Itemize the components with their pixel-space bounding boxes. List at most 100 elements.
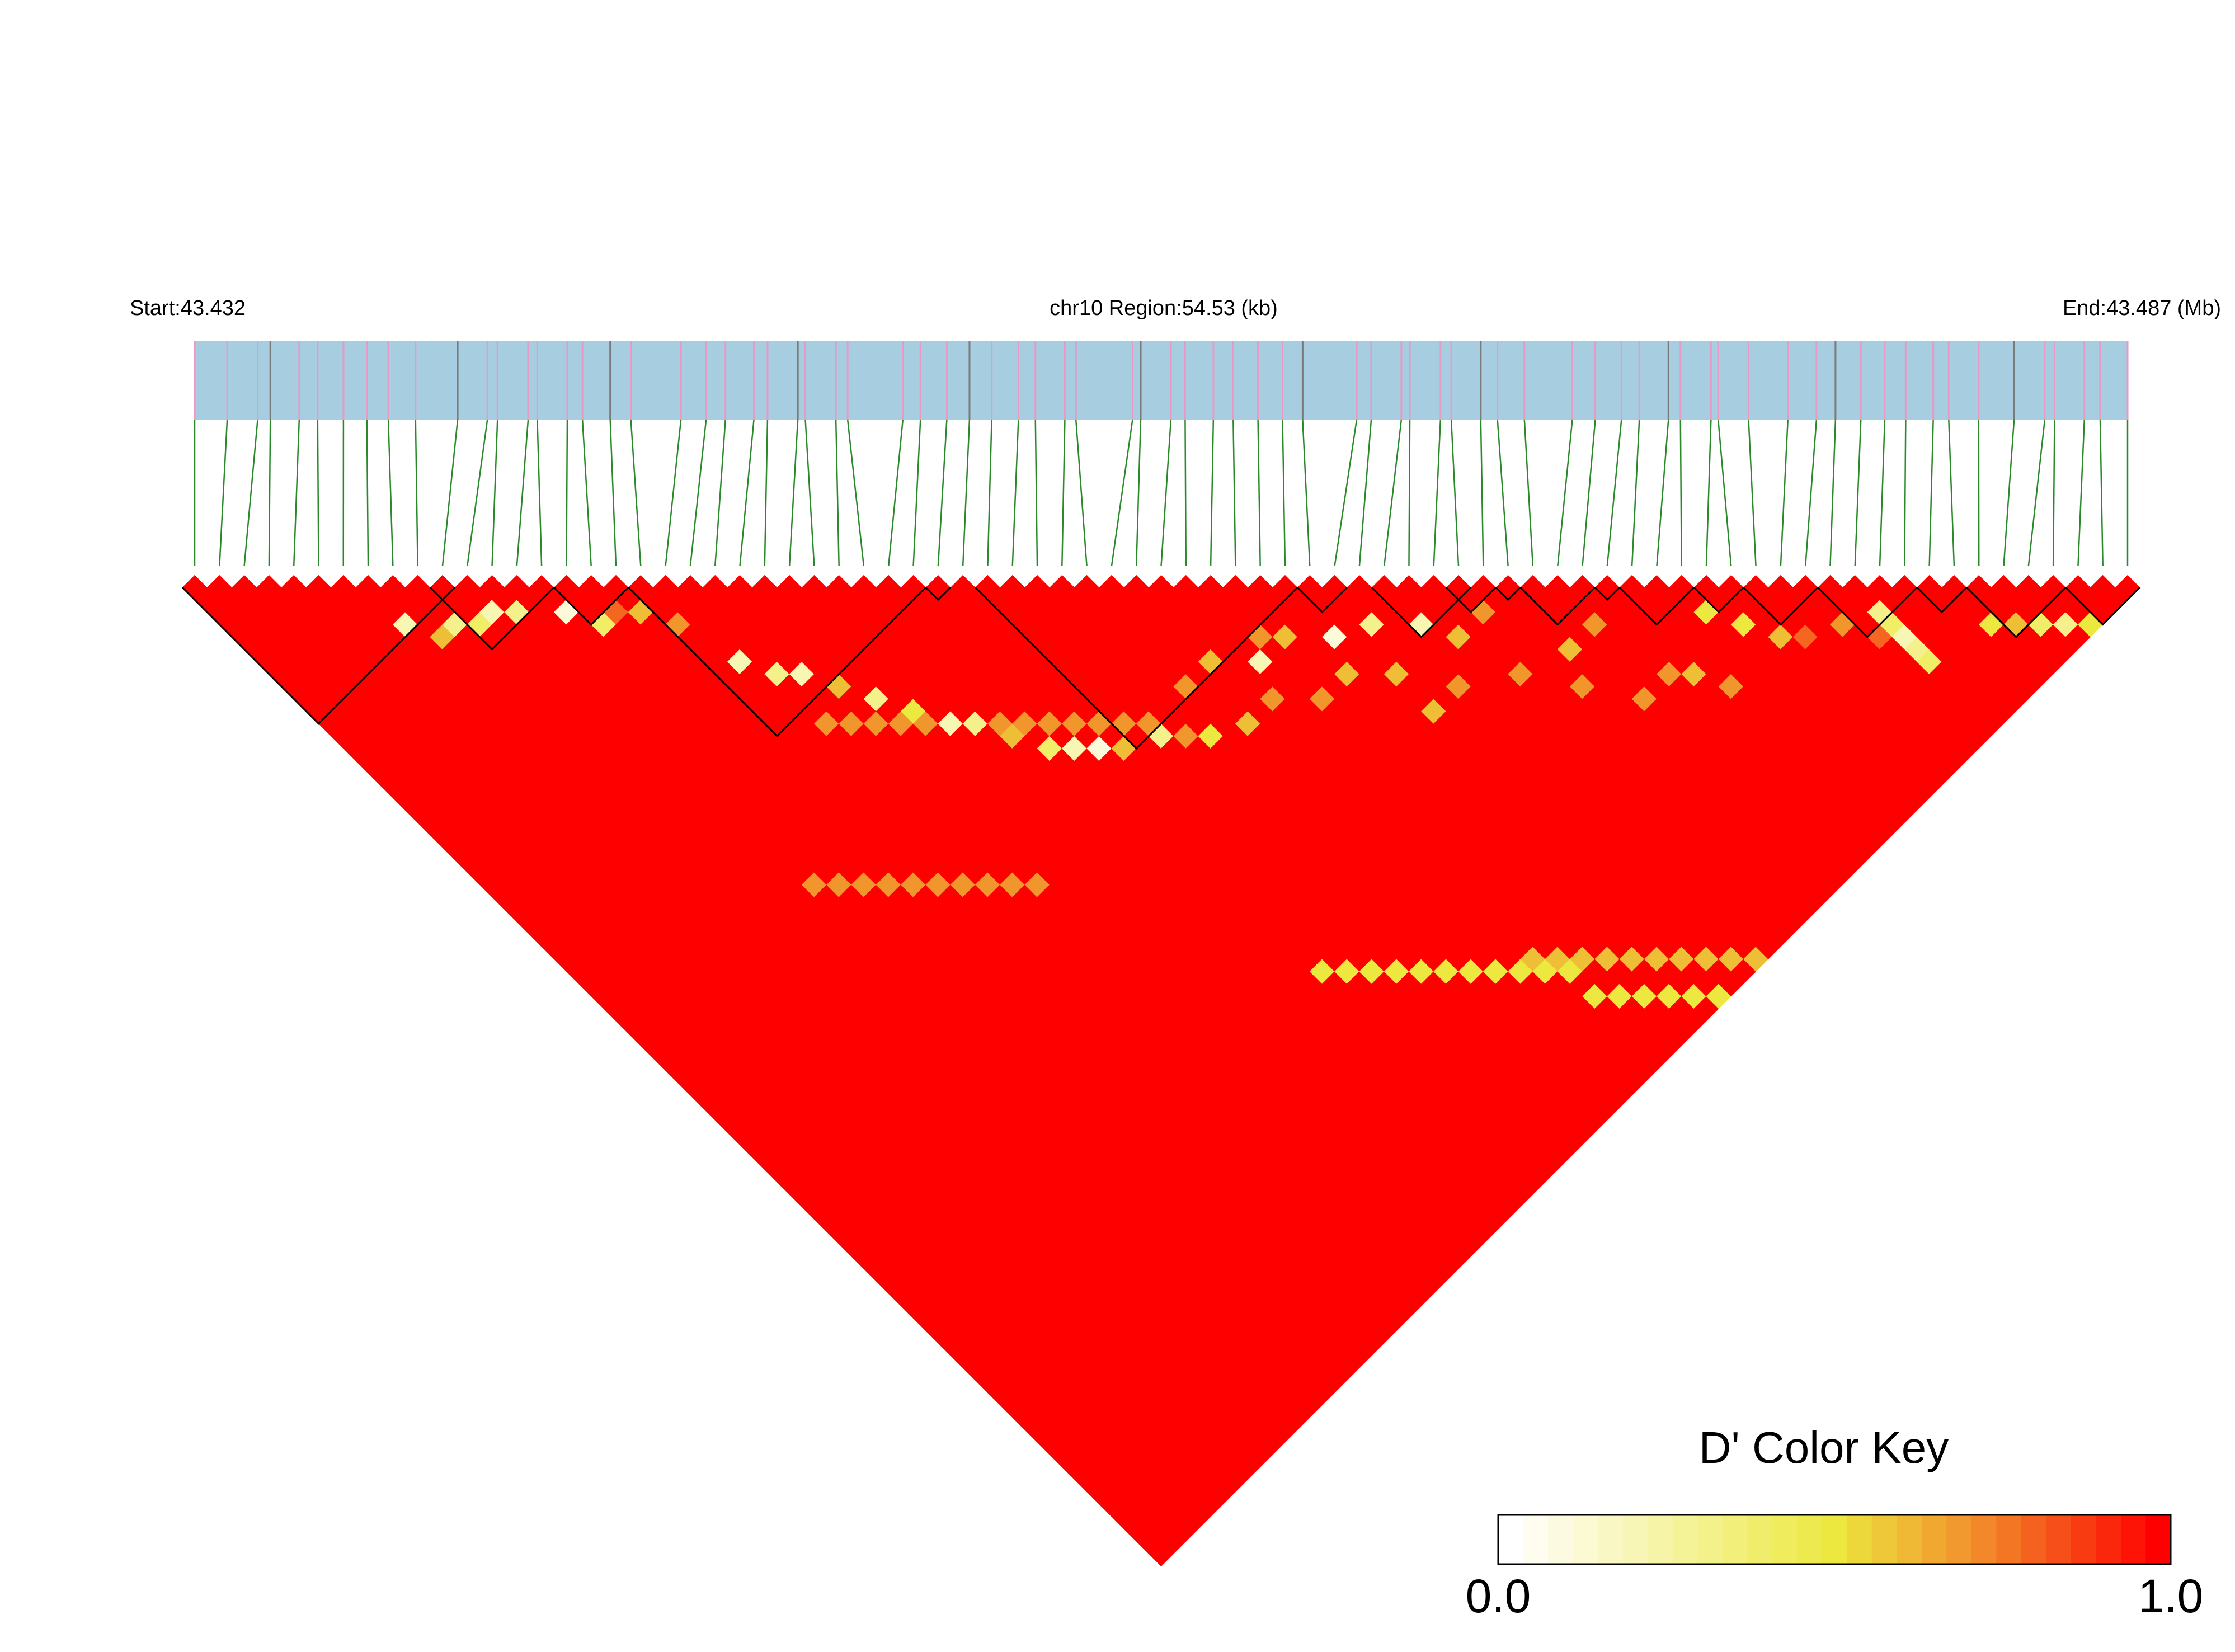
snp-connector-line <box>1358 419 1372 567</box>
color-key-step <box>1648 1515 1673 1564</box>
snp-connector-line <box>1879 419 1886 567</box>
color-key-step <box>1548 1515 1574 1564</box>
snp-marker-diamond <box>1050 575 1075 600</box>
snp-marker-diamond <box>578 575 604 600</box>
haplotype-block-outline <box>1495 586 1521 601</box>
color-key-step <box>1722 1515 1748 1564</box>
snp-connector-line <box>1334 419 1358 567</box>
snp-connector-line <box>804 419 815 567</box>
snp-connector-line <box>537 419 543 567</box>
color-key-step <box>1996 1515 2022 1564</box>
color-key-gradient <box>1497 1514 2172 1565</box>
snp-marker-diamond <box>455 575 480 600</box>
snp-connector-line <box>912 419 921 567</box>
snp-marker-diamond <box>2016 575 2041 600</box>
snp-connector-line <box>1302 419 1311 567</box>
snp-connector-line <box>1480 419 1484 567</box>
snp-connector-line <box>1606 419 1622 567</box>
snp-marker-diamond <box>1347 575 1372 600</box>
color-key-step <box>1772 1515 1798 1564</box>
snp-marker-diamond <box>1099 575 1124 600</box>
color-key-frame <box>1497 1514 2172 1565</box>
snp-connector-line <box>846 419 865 567</box>
snp-connector-line <box>1948 419 1955 567</box>
snp-marker-diamond <box>1248 575 1273 600</box>
haplotype-block-outline <box>1693 586 1744 614</box>
haplotype-block-outline <box>1743 586 1819 626</box>
snp-marker-diamond <box>727 575 752 600</box>
snp-connector-line <box>689 419 707 567</box>
snp-connector-line <box>1450 419 1460 567</box>
snp-connector-line <box>387 419 394 567</box>
snp-marker-diamond <box>182 575 208 600</box>
color-key-step <box>1971 1515 1997 1564</box>
snp-connector-line <box>268 419 271 567</box>
region-title-label: chr10 Region:54.53 (kb) <box>1050 296 1278 320</box>
haplotype-block-outline <box>1966 586 2067 638</box>
snp-marker-diamond <box>851 575 877 600</box>
snp-connector-line <box>1135 419 1142 567</box>
snp-connector-line <box>2099 419 2104 567</box>
color-key-title: D' Color Key <box>1699 1423 1949 1472</box>
haplotype-block-outline <box>975 586 1298 750</box>
snp-marker-diamond <box>826 575 851 600</box>
snp-connector-line <box>1780 419 1789 567</box>
haplotype-block-outline <box>2065 586 2141 626</box>
haplotype-block-outline <box>1371 586 1472 638</box>
snp-connector-line <box>1232 419 1236 567</box>
gene-track-bar <box>195 341 2128 420</box>
snp-connector-line <box>1034 419 1038 567</box>
snp-connector-line <box>1433 419 1442 567</box>
snp-marker-diamond <box>479 575 505 600</box>
snp-marker-diamond <box>1545 575 1570 600</box>
haplotype-block-outline <box>553 586 629 626</box>
snp-connector-lines <box>194 419 2129 567</box>
snp-connector-line <box>293 419 300 567</box>
snp-connector-line <box>1631 419 1640 567</box>
color-key-step <box>1871 1515 1898 1564</box>
color-key-step <box>1921 1515 1947 1564</box>
snp-connector-line <box>1383 419 1403 567</box>
snp-marker-diamond <box>207 575 232 600</box>
snp-marker-diamond <box>1149 575 1174 600</box>
snp-connector-line <box>987 419 992 567</box>
haplotype-block-outline <box>429 586 555 651</box>
snp-connector-line <box>739 419 755 567</box>
snp-connector-line <box>219 419 228 567</box>
color-key-max-label: 1.0 <box>2138 1570 2204 1622</box>
snp-connector-line <box>467 419 488 567</box>
snp-marker-diamond <box>405 575 430 600</box>
snp-connector-line <box>1061 419 1066 567</box>
color-key-step <box>1697 1515 1723 1564</box>
snp-connector-line <box>835 419 840 567</box>
snp-connector-line <box>581 419 592 567</box>
snp-connector-line <box>441 419 459 567</box>
color-key-step <box>1498 1515 1524 1564</box>
snp-connector-line <box>317 419 319 567</box>
color-key: D' Color Key 0.0 1.0 <box>1466 1423 2204 1622</box>
color-key-step <box>1523 1515 1549 1564</box>
snp-marker-diamond <box>802 575 827 600</box>
haplotype-block-outlines <box>181 586 2141 750</box>
haplotype-block-outline <box>925 586 952 601</box>
snp-marker-diamond <box>677 575 703 600</box>
snp-connector-line <box>1408 419 1411 567</box>
color-key-step <box>1622 1515 1649 1564</box>
gene-track <box>194 341 2129 420</box>
snp-marker-diamond <box>1024 575 1050 600</box>
snp-connector-line <box>630 419 642 567</box>
haplotype-block-outline <box>1594 586 1621 601</box>
snp-connector-line <box>665 419 682 567</box>
snp-connector-line <box>1210 419 1215 567</box>
snp-connector-line <box>1679 419 1682 567</box>
snp-connector-line <box>1111 419 1133 567</box>
snp-marker-diamond <box>1867 575 1893 600</box>
snp-connector-line <box>516 419 529 567</box>
color-key-step <box>1747 1515 1773 1564</box>
snp-connector-line <box>1011 419 1019 567</box>
snp-marker-diamond <box>1421 575 1446 600</box>
snp-connector-line <box>1928 419 1934 567</box>
snp-connector-line <box>566 419 568 567</box>
haplotype-block-outline <box>181 586 456 725</box>
